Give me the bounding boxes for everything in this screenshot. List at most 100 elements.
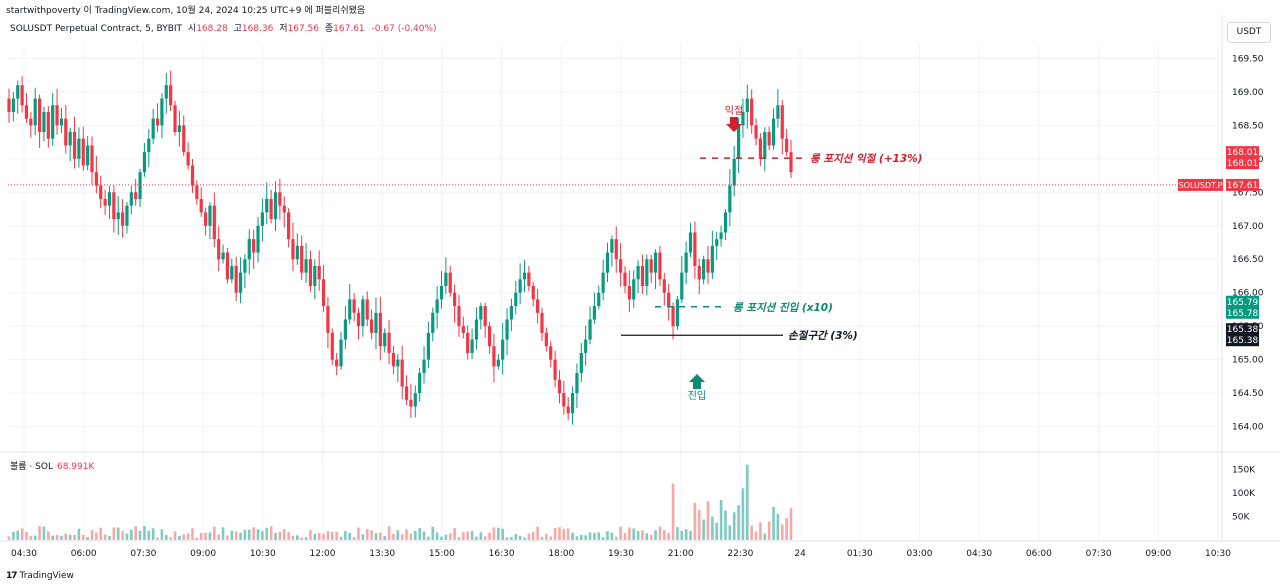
- candle-body: [645, 259, 649, 287]
- volume-bar: [383, 536, 387, 540]
- candle-body: [496, 359, 500, 367]
- volume-bar: [25, 531, 28, 540]
- price-tick-label: 169.50: [1232, 54, 1264, 64]
- candle-body: [356, 312, 361, 327]
- candle-body: [592, 306, 597, 320]
- volume-label[interactable]: 볼륨 · SOL: [10, 462, 53, 472]
- candle-body: [278, 192, 282, 206]
- candle-body: [326, 306, 330, 333]
- volume-bar: [370, 530, 373, 540]
- candle-body: [317, 265, 321, 280]
- candle-body: [387, 332, 391, 353]
- volume-bar: [728, 525, 732, 540]
- candle-body: [763, 132, 767, 159]
- candle-body: [527, 272, 531, 287]
- volume-bar: [628, 527, 631, 540]
- candle-body: [588, 319, 592, 340]
- candle-body: [540, 312, 544, 333]
- volume-bar: [374, 533, 378, 540]
- volume-bar: [409, 533, 413, 540]
- candle-body: [16, 85, 20, 99]
- candle-body: [413, 393, 417, 407]
- candle-body: [623, 272, 627, 287]
- candle-body: [771, 118, 776, 146]
- candle-body: [46, 111, 50, 139]
- candle-body: [59, 118, 64, 126]
- volume-bar: [160, 529, 164, 540]
- volume-bar: [317, 532, 321, 540]
- volume-bar: [510, 536, 513, 540]
- candle-body: [112, 192, 116, 220]
- candle-body: [619, 259, 623, 273]
- volume-bar: [435, 532, 439, 540]
- volume-bar: [737, 505, 740, 540]
- volume-bar: [711, 516, 714, 540]
- candle-body: [234, 265, 238, 293]
- volume-bar: [715, 522, 719, 540]
- candle-body: [745, 98, 749, 112]
- candle-body: [444, 272, 448, 287]
- candle-body: [138, 172, 142, 199]
- candle-body: [142, 152, 147, 173]
- candle-body: [238, 272, 243, 293]
- candle-body: [291, 239, 295, 260]
- volume-bar: [199, 532, 203, 540]
- candle-body: [439, 286, 444, 300]
- volume-bar: [492, 527, 496, 540]
- candle-body: [715, 239, 719, 246]
- symbol-name[interactable]: SOLUSDT Perpetual Contract, 5, BYBIT: [10, 24, 183, 34]
- volume-bar: [130, 529, 133, 540]
- volume-bar: [667, 532, 670, 540]
- volume-bar: [313, 534, 317, 540]
- time-tick-label: 10:30: [250, 549, 276, 559]
- volume-bar: [274, 533, 277, 540]
- candle-body: [313, 265, 317, 287]
- candle-body: [29, 118, 33, 126]
- volume-bar: [767, 521, 771, 540]
- volume-bar: [287, 532, 290, 540]
- volume-bar: [73, 534, 76, 540]
- candle-body: [702, 259, 706, 280]
- volume-bar: [566, 528, 570, 540]
- volume-bar: [116, 527, 120, 540]
- candle-body: [221, 252, 225, 260]
- volume-bar: [706, 501, 710, 540]
- volume-bar: [776, 513, 780, 540]
- volume-bar: [51, 535, 54, 540]
- volume-bar: [330, 531, 334, 540]
- publish-info: startwithpoverty 이 TradingView.com, 10월 …: [6, 6, 366, 16]
- volume-bar: [780, 524, 784, 540]
- volume-bar: [339, 536, 343, 540]
- volume-bar: [724, 510, 727, 540]
- ohlc-high-label: 고: [233, 24, 242, 34]
- candle-body: [732, 158, 736, 186]
- candle-body: [422, 359, 426, 374]
- time-tick-label: 12:00: [310, 549, 336, 559]
- volume-bar: [540, 536, 544, 540]
- candle-body: [352, 299, 356, 313]
- time-tick-label: 04:30: [966, 549, 992, 559]
- tradingview-footer[interactable]: 𝟭𝟳 TradingView: [6, 571, 74, 581]
- volume-bar: [226, 535, 229, 540]
- candle-body: [461, 326, 465, 333]
- volume-bar: [234, 531, 238, 540]
- candle-body: [741, 111, 745, 126]
- candle-body: [282, 205, 286, 213]
- candle-body: [182, 125, 186, 153]
- candle-body: [509, 306, 514, 320]
- price-tick-label: 166.00: [1232, 289, 1264, 299]
- volume-bar: [304, 537, 308, 540]
- candle-body: [693, 232, 697, 266]
- price-tick-label: 168.50: [1232, 121, 1264, 131]
- candle-body: [330, 332, 334, 360]
- volume-bar: [746, 464, 749, 540]
- candle-body: [522, 272, 527, 280]
- volume-bar: [575, 536, 579, 540]
- volume-bar: [178, 535, 181, 540]
- candle-body: [470, 339, 474, 353]
- candle-body: [658, 252, 662, 280]
- currency-button[interactable]: USDT: [1227, 22, 1271, 43]
- volume-bar: [169, 537, 172, 540]
- candle-body: [723, 212, 728, 233]
